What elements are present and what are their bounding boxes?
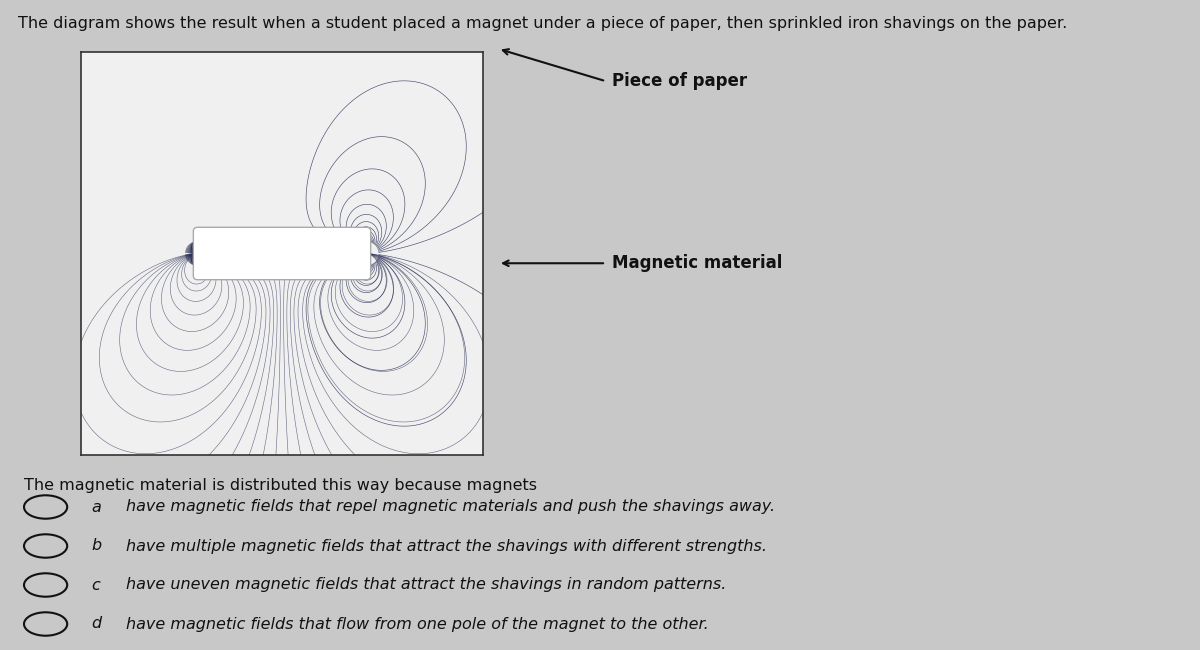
Text: Piece of paper: Piece of paper	[612, 72, 748, 90]
Text: have multiple magnetic fields that attract the shavings with different strengths: have multiple magnetic fields that attra…	[126, 538, 767, 554]
Text: have magnetic fields that flow from one pole of the magnet to the other.: have magnetic fields that flow from one …	[126, 616, 709, 632]
Text: d: d	[91, 616, 101, 632]
Text: Magnetic material: Magnetic material	[612, 254, 782, 272]
Text: have magnetic fields that repel magnetic materials and push the shavings away.: have magnetic fields that repel magnetic…	[126, 499, 775, 515]
FancyBboxPatch shape	[193, 227, 371, 280]
Text: b: b	[91, 538, 101, 554]
Text: have uneven magnetic fields that attract the shavings in random patterns.: have uneven magnetic fields that attract…	[126, 577, 726, 593]
Text: The magnetic material is distributed this way because magnets: The magnetic material is distributed thi…	[24, 478, 538, 493]
Text: a: a	[91, 499, 101, 515]
Text: c: c	[91, 577, 101, 593]
Text: The diagram shows the result when a student placed a magnet under a piece of pap: The diagram shows the result when a stud…	[18, 16, 1067, 31]
